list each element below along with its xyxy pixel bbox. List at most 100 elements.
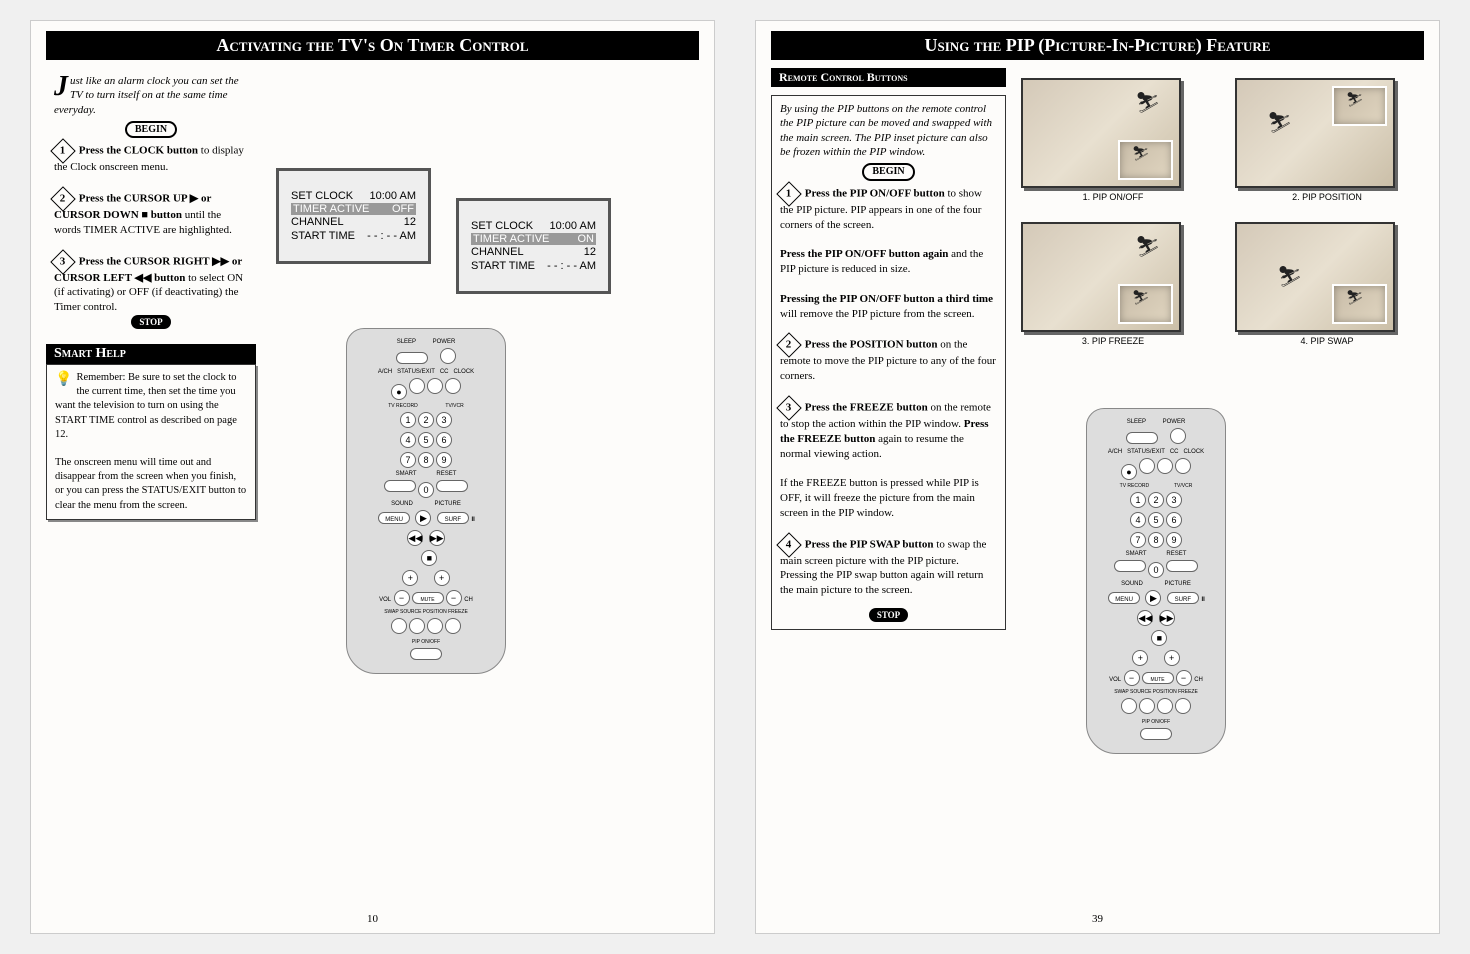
num-2[interactable]: 2 (1148, 492, 1164, 508)
mute-button[interactable]: MUTE (412, 592, 444, 604)
reset-button[interactable] (1166, 560, 1198, 572)
pip-swap-image: ⛷ ⛷ (1235, 222, 1395, 332)
num-2[interactable]: 2 (418, 412, 434, 428)
pip-position-cell: ⛷ ⛷ 2. PIP POSITION (1235, 78, 1419, 202)
num-5[interactable]: 5 (1148, 512, 1164, 528)
source-button[interactable] (409, 618, 425, 634)
step-num-3: 3 (54, 253, 76, 271)
ch-down[interactable]: − (1176, 670, 1192, 686)
swap-button[interactable] (391, 618, 407, 634)
source-button[interactable] (1139, 698, 1155, 714)
position-button[interactable] (1157, 698, 1173, 714)
cursor-right[interactable]: ▶▶ (429, 530, 445, 546)
steps-box: By using the PIP buttons on the remote c… (771, 95, 1006, 630)
cc-button[interactable] (427, 378, 443, 394)
right-column: SET CLOCK10:00 AM TIMER ACTIVEOFF CHANNE… (266, 68, 699, 903)
step-num-3: 3 (780, 399, 802, 417)
power-button[interactable] (1170, 428, 1186, 444)
num-1[interactable]: 1 (1130, 492, 1146, 508)
num-7[interactable]: 7 (1130, 532, 1146, 548)
position-button[interactable] (427, 618, 443, 634)
skier-icon: ⛷ (1267, 110, 1291, 134)
surf-button[interactable]: SURF (437, 512, 469, 524)
step-3: 3 Press the CURSOR RIGHT ▶▶ or CURSOR LE… (54, 253, 248, 316)
sub-header: Remote Control Buttons (771, 68, 1006, 87)
num-4[interactable]: 4 (1130, 512, 1146, 528)
step-2: 2 Press the CURSOR UP ▶ or CURSOR DOWN ■… (54, 190, 248, 238)
vol-up[interactable]: + (1132, 650, 1148, 666)
sleep-button[interactable] (1126, 432, 1158, 444)
num-7[interactable]: 7 (400, 452, 416, 468)
num-3[interactable]: 3 (436, 412, 452, 428)
num-0[interactable]: 0 (1148, 562, 1164, 578)
ch-down[interactable]: − (446, 590, 462, 606)
remote-control: SLEEP POWER A/CH STATUS/EXIT CC CLOCK ● … (346, 328, 506, 674)
sleep-button[interactable] (396, 352, 428, 364)
osd2-start: START TIME- - : - - AM (471, 259, 596, 273)
step-4: 4 Press the PIP SWAP button to swap the … (780, 536, 997, 599)
cursor-right[interactable]: ▶▶ (1159, 610, 1175, 626)
cursor-left[interactable]: ◀◀ (407, 530, 423, 546)
osd1-timer: TIMER ACTIVEOFF (291, 203, 416, 215)
osd-1: SET CLOCK10:00 AM TIMER ACTIVEOFF CHANNE… (276, 168, 431, 264)
vol-down[interactable]: − (394, 590, 410, 606)
menu-button[interactable]: MENU (378, 512, 410, 524)
ch-up[interactable]: + (1164, 650, 1180, 666)
num-9[interactable]: 9 (1166, 532, 1182, 548)
ch-up[interactable]: + (434, 570, 450, 586)
cursor-up[interactable]: ▶ (1145, 590, 1161, 606)
vol-up[interactable]: + (402, 570, 418, 586)
cursor-left[interactable]: ◀◀ (1137, 610, 1153, 626)
step1b-bold: Press the PIP ON/OFF button again (780, 248, 948, 260)
num-9[interactable]: 9 (436, 452, 452, 468)
content-row: Remote Control Buttons By using the PIP … (771, 68, 1424, 903)
pip-onoff-cell: ⛷ ⛷ 1. PIP ON/OFF (1021, 78, 1205, 202)
ach-button[interactable]: ● (391, 384, 407, 400)
reset-button[interactable] (436, 480, 468, 492)
begin-pill: BEGIN (862, 163, 914, 181)
cursor-down[interactable]: ■ (1151, 630, 1167, 646)
num-1[interactable]: 1 (400, 412, 416, 428)
num-8[interactable]: 8 (418, 452, 434, 468)
smart-help: Smart Help 💡 Remember: Be sure to set th… (46, 344, 256, 520)
num-6[interactable]: 6 (436, 432, 452, 448)
status-button[interactable] (1139, 458, 1155, 474)
step-3: 3 Press the FREEZE button on the remote … (780, 399, 997, 521)
pip-grid: ⛷ ⛷ 1. PIP ON/OFF ⛷ ⛷ (1016, 68, 1424, 356)
smart-button[interactable] (384, 480, 416, 492)
osd2-channel: CHANNEL12 (471, 245, 596, 259)
ach-button[interactable]: ● (1121, 464, 1137, 480)
page-header: Activating the TV's On Timer Control (46, 31, 699, 60)
stop-row: STOP (54, 315, 248, 330)
pip-onoff-button[interactable] (410, 648, 442, 660)
vol-down[interactable]: − (1124, 670, 1140, 686)
mute-button[interactable]: MUTE (1142, 672, 1174, 684)
swap-button[interactable] (1121, 698, 1137, 714)
menu-button[interactable]: MENU (1108, 592, 1140, 604)
smart-button[interactable] (1114, 560, 1146, 572)
bulb-icon: 💡 (55, 371, 72, 390)
num-0[interactable]: 0 (418, 482, 434, 498)
power-button[interactable] (440, 348, 456, 364)
step-num-1: 1 (780, 185, 802, 203)
pip-onoff-button[interactable] (1140, 728, 1172, 740)
num-5[interactable]: 5 (418, 432, 434, 448)
skier-icon: ⛷ (1346, 92, 1370, 116)
cursor-down[interactable]: ■ (421, 550, 437, 566)
clock-button[interactable] (445, 378, 461, 394)
status-button[interactable] (409, 378, 425, 394)
num-6[interactable]: 6 (1166, 512, 1182, 528)
num-3[interactable]: 3 (1166, 492, 1182, 508)
pip-caption-4: 4. PIP SWAP (1235, 336, 1419, 346)
surf-button[interactable]: SURF (1167, 592, 1199, 604)
freeze-button[interactable] (1175, 698, 1191, 714)
skier-icon: ⛷ (1132, 146, 1156, 170)
freeze-button[interactable] (445, 618, 461, 634)
osd-2: SET CLOCK10:00 AM TIMER ACTIVEON CHANNEL… (456, 198, 611, 294)
cursor-up[interactable]: ▶ (415, 510, 431, 526)
cc-button[interactable] (1157, 458, 1173, 474)
num-8[interactable]: 8 (1148, 532, 1164, 548)
pip-position-image: ⛷ ⛷ (1235, 78, 1395, 188)
num-4[interactable]: 4 (400, 432, 416, 448)
clock-button[interactable] (1175, 458, 1191, 474)
